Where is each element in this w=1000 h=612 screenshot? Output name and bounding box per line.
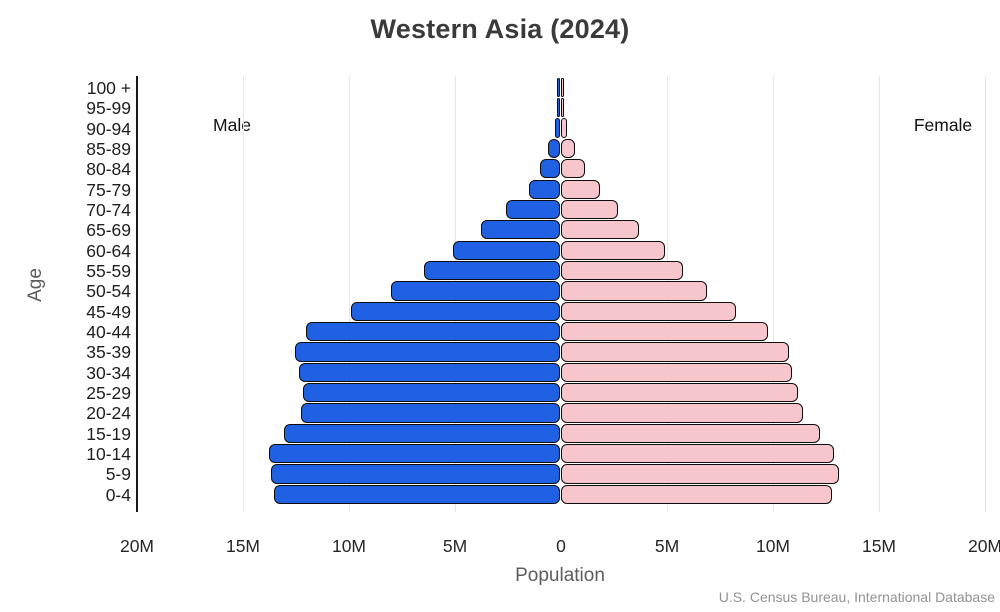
female-bar xyxy=(561,464,839,484)
gridline xyxy=(879,76,880,512)
age-tick-label: 10-14 xyxy=(86,444,131,465)
male-bar xyxy=(529,179,560,199)
female-bar xyxy=(561,240,665,260)
age-tick-label: 25-29 xyxy=(86,383,131,404)
male-bar xyxy=(269,444,560,464)
male-bar xyxy=(284,423,560,443)
male-bar xyxy=(548,138,560,159)
x-tick-label: 15M xyxy=(225,536,261,556)
x-tick-label: 5M xyxy=(654,536,680,556)
age-tick-label: 65-69 xyxy=(86,220,131,241)
age-tick-label: 60-64 xyxy=(86,240,131,261)
gridline xyxy=(773,76,774,512)
female-bar xyxy=(561,484,833,505)
male-bar xyxy=(539,159,560,179)
female-bar xyxy=(561,98,565,118)
male-bar xyxy=(452,240,560,260)
age-tick-label: 80-84 xyxy=(86,159,131,180)
female-bar xyxy=(561,281,708,301)
y-axis-spine xyxy=(136,76,138,512)
age-tick-label: 95-99 xyxy=(86,98,131,119)
female-bar xyxy=(561,444,835,464)
female-bar xyxy=(561,118,568,138)
age-tick-label: 30-34 xyxy=(86,362,131,383)
gridline xyxy=(243,76,244,512)
age-tick-label: 70-74 xyxy=(86,199,131,220)
x-tick-label: 10M xyxy=(755,536,791,556)
age-tick-label: 100 + xyxy=(86,77,131,98)
female-bar xyxy=(561,220,640,240)
age-tick-label: 5-9 xyxy=(105,464,131,485)
age-tick-label: 75-79 xyxy=(86,179,131,200)
male-bar xyxy=(557,77,560,98)
male-bar xyxy=(305,321,560,342)
x-tick-label: 0 xyxy=(556,536,566,556)
age-tick-label: 20-24 xyxy=(86,403,131,424)
x-tick-label: 20M xyxy=(967,536,1000,556)
female-bar xyxy=(561,342,789,362)
source-attribution: U.S. Census Bureau, International Databa… xyxy=(718,589,995,605)
male-bar xyxy=(391,281,560,301)
female-bar xyxy=(561,138,575,159)
female-bar xyxy=(561,423,820,443)
female-side-label: Female xyxy=(913,115,973,135)
male-bar xyxy=(424,260,560,281)
gridline xyxy=(985,76,986,512)
male-bar xyxy=(303,383,560,403)
age-tick-label: 35-39 xyxy=(86,342,131,363)
age-tick-label: 40-44 xyxy=(86,322,131,343)
female-bar xyxy=(561,362,792,382)
female-bar xyxy=(561,383,799,403)
male-side-label: Male xyxy=(213,115,251,135)
male-bar xyxy=(481,220,560,240)
male-bar xyxy=(351,301,560,321)
x-tick-label: 10M xyxy=(331,536,367,556)
age-tick-label: 45-49 xyxy=(86,301,131,322)
male-bar xyxy=(505,199,560,220)
female-bar xyxy=(561,403,803,423)
male-bar xyxy=(299,362,560,382)
female-bar xyxy=(561,159,586,179)
male-bar xyxy=(270,464,560,484)
age-tick-label: 90-94 xyxy=(86,118,131,139)
age-tick-label: 15-19 xyxy=(86,423,131,444)
age-tick-label: 50-54 xyxy=(86,281,131,302)
male-bar xyxy=(294,342,560,362)
x-tick-label: 20M xyxy=(119,536,155,556)
age-tick-label: 85-89 xyxy=(86,138,131,159)
male-bar xyxy=(556,98,560,118)
male-bar xyxy=(301,403,560,423)
female-bar xyxy=(561,260,683,281)
age-tick-label: 0-4 xyxy=(105,484,131,505)
gridline xyxy=(349,76,350,512)
x-tick-label: 5M xyxy=(442,536,468,556)
y-axis-title: Age xyxy=(25,268,46,302)
male-bar xyxy=(273,484,560,505)
female-bar xyxy=(561,77,564,98)
female-bar xyxy=(561,301,736,321)
female-bar xyxy=(561,179,601,199)
male-bar xyxy=(554,118,560,138)
female-bar xyxy=(561,321,768,342)
age-tick-label: 55-59 xyxy=(86,260,131,281)
chart-title: Western Asia (2024) xyxy=(370,14,630,44)
female-bar xyxy=(561,199,619,220)
x-tick-label: 15M xyxy=(861,536,897,556)
x-axis-title: Population xyxy=(515,565,605,586)
